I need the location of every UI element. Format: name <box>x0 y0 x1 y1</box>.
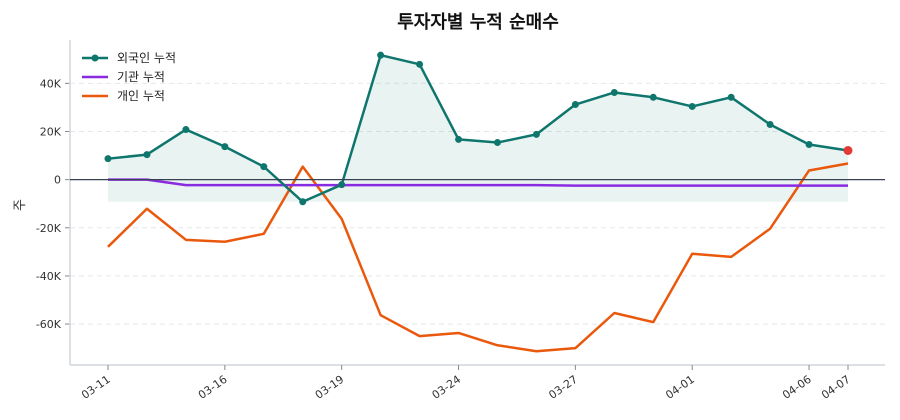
y-tick-label: -20K <box>36 222 62 235</box>
data-point <box>377 51 385 59</box>
data-point <box>455 135 463 143</box>
y-tick-label: -60K <box>36 318 62 331</box>
data-point <box>143 151 151 159</box>
x-tick-label: 04-06 <box>780 373 814 402</box>
legend-label: 외국인 누적 <box>117 51 176 65</box>
legend-label: 기관 누적 <box>117 70 165 84</box>
legend-label: 개인 누적 <box>117 89 165 103</box>
series-line-0 <box>107 53 849 204</box>
y-tick-label: 40K <box>40 77 62 90</box>
data-point <box>805 140 813 148</box>
data-point <box>338 181 346 189</box>
data-point <box>571 101 579 109</box>
x-tick-label: 04-07 <box>819 373 853 402</box>
x-tick-label: 03-27 <box>546 373 580 402</box>
x-tick-label: 03-19 <box>313 373 347 402</box>
data-point <box>260 163 268 171</box>
data-point <box>610 88 618 96</box>
series-line-1 <box>108 178 848 187</box>
data-point <box>649 93 657 101</box>
x-tick-label: 04-01 <box>663 373 697 402</box>
x-tick-label: 03-16 <box>196 373 230 402</box>
y-tick-label: -40K <box>36 270 62 283</box>
data-point <box>182 126 190 134</box>
x-tick-label: 03-11 <box>79 373 113 402</box>
data-point <box>299 198 307 206</box>
data-point <box>727 93 735 101</box>
data-point <box>493 139 501 147</box>
x-tick-label: 03-24 <box>430 373 464 402</box>
foreign-area-fill <box>108 55 848 202</box>
data-point <box>766 121 774 128</box>
series-line-2 <box>107 162 849 353</box>
last-point-marker <box>843 146 853 155</box>
y-tick-label: 20K <box>40 125 62 138</box>
data-point <box>532 130 540 138</box>
data-point <box>416 60 424 68</box>
data-point <box>688 102 696 110</box>
data-point <box>221 143 229 151</box>
data-point <box>104 155 112 163</box>
y-axis-label: 주 <box>13 199 28 211</box>
legend-marker <box>91 54 99 62</box>
y-tick-label: 0 <box>54 174 61 187</box>
chart-title: 투자자별 누적 순매수 <box>397 12 559 33</box>
